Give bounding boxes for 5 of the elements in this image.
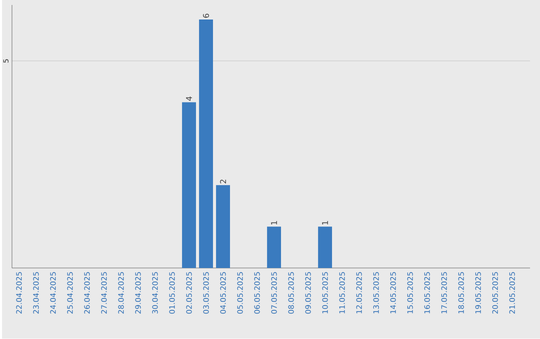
bar	[267, 226, 282, 268]
bar	[182, 102, 196, 268]
bar	[199, 20, 213, 268]
bar	[216, 185, 230, 268]
bar	[318, 226, 332, 268]
